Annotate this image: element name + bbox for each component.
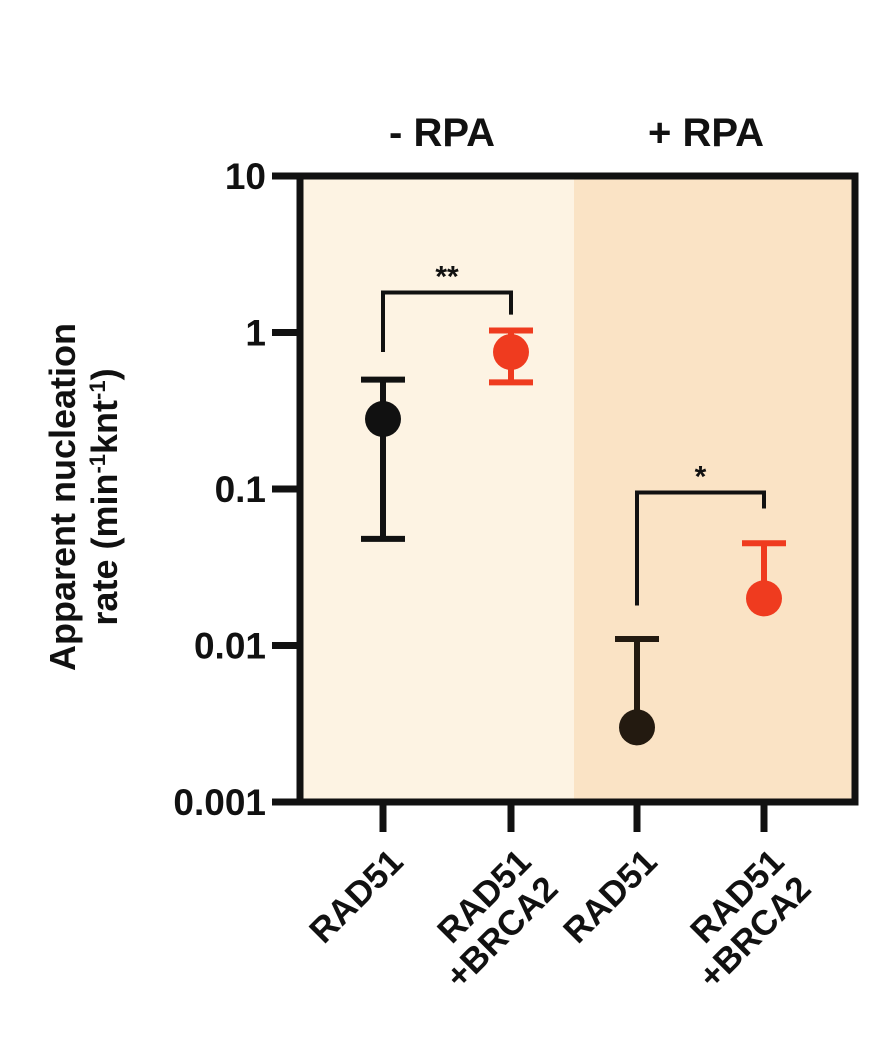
panel-backgrounds (300, 176, 855, 802)
y-tick-label-1: 1 (245, 313, 266, 354)
panel-label-1: - RPA (389, 111, 495, 155)
data-point-1 (493, 334, 529, 371)
x-tick-label-1: RAD51+BRCA2 (411, 842, 565, 996)
data-point-2 (619, 709, 655, 746)
y-axis-label-line1: Apparent nucleation (42, 323, 83, 671)
y-axis-ticks: 10 1 0.1 0.01 0.001 (173, 156, 300, 823)
plot-frame (296, 172, 859, 806)
significance-label-1: * (695, 460, 707, 493)
y-axis-label-line2: rate (min-1knt-1) (84, 368, 125, 625)
x-tick-label-0: RAD51 (302, 842, 411, 951)
panel-bg-1 (300, 176, 574, 802)
significance-bracket-0 (381, 290, 513, 353)
data-points (361, 327, 786, 746)
x-tick-label-3: RAD51+BRCA2 (664, 842, 818, 996)
panel-label-2: + RPA (648, 111, 764, 155)
data-point-3 (746, 580, 782, 617)
panel-labels: - RPA + RPA (389, 111, 764, 155)
significance-label-0: ** (435, 261, 459, 294)
y-tick-label-4: 0.001 (173, 782, 266, 823)
y-tick-label-3: 0.01 (194, 626, 266, 667)
y-axis-label: Apparent nucleation rate (min-1knt-1) (42, 323, 125, 671)
data-point-0 (365, 401, 401, 438)
y-tick-label-0: 10 (225, 156, 266, 197)
significance-brackets: *** (381, 261, 766, 606)
significance-bracket-1 (635, 490, 766, 606)
x-tick-label-2: RAD51 (556, 842, 665, 951)
y-tick-label-2: 0.1 (215, 469, 266, 510)
panel-bg-2 (574, 176, 855, 802)
